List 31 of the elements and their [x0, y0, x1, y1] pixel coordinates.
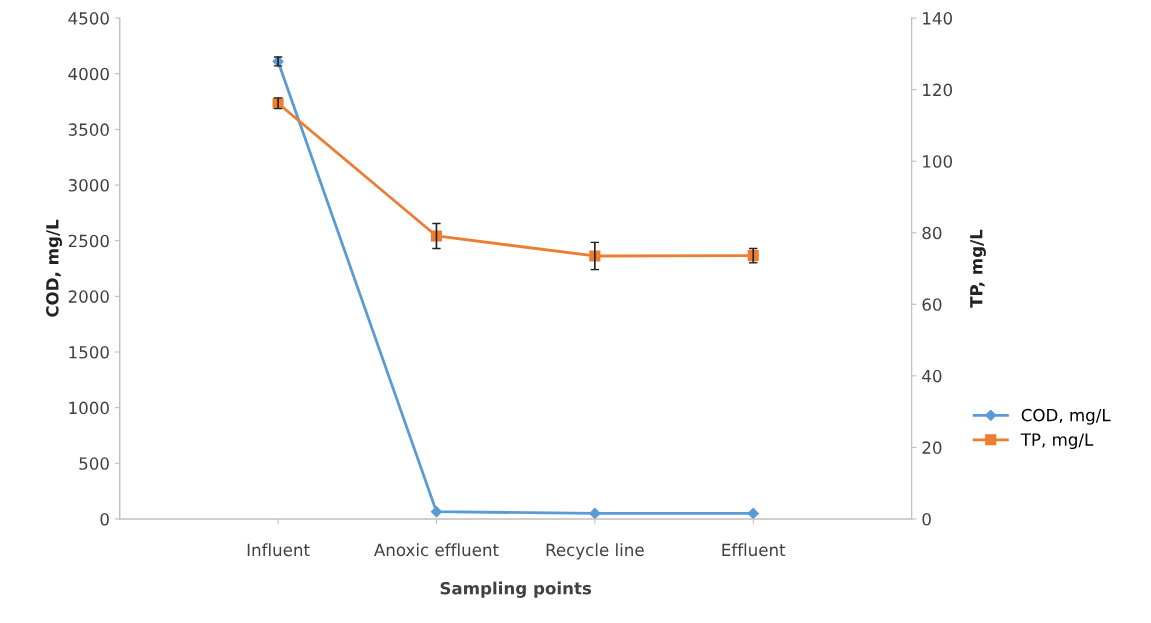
y2-tick-label: 20: [922, 441, 942, 454]
y-tick-label: 2000: [68, 290, 109, 303]
x-tick-label: Anoxic effluent: [374, 543, 499, 557]
y2-tick-label: 80: [922, 226, 942, 240]
point: [430, 230, 443, 242]
y-tick-label: 1500: [69, 345, 109, 359]
x-tick-label: Effluent: [722, 543, 786, 557]
y2-tick-label: 60: [922, 298, 942, 311]
y-tick-label: 3000: [68, 178, 109, 192]
point: [747, 507, 759, 519]
y-tick-label: 4000: [68, 67, 109, 81]
y-tick-label: 2500: [68, 234, 109, 248]
y2-tick-label: 40: [922, 369, 942, 383]
y-tick-label: 1000: [69, 401, 109, 415]
y-tick-label: 0: [100, 512, 109, 526]
y2-axis-title: TP, mg/L: [970, 229, 986, 308]
y-tick-label: 4500: [68, 12, 109, 25]
x-tick-label: Recycle line: [546, 543, 644, 560]
y2-tick-label: 140: [923, 12, 953, 25]
point: [589, 507, 601, 519]
y-tick-label: 500: [79, 457, 109, 470]
y2-tick-label: 0: [922, 512, 931, 526]
x-tick-label: Influent: [247, 543, 310, 557]
y2-tick-label: 120: [923, 83, 953, 97]
y2-tick-label: 100: [923, 155, 953, 168]
y-axis-title: COD, mg/L: [46, 219, 63, 317]
x-axis-title: Sampling points: [440, 581, 592, 598]
point: [430, 506, 443, 518]
legend-label: TP, mg/L: [1020, 433, 1094, 450]
y-tick-label: 3500: [68, 123, 109, 136]
legend-label: COD, mg/L: [1021, 408, 1111, 425]
